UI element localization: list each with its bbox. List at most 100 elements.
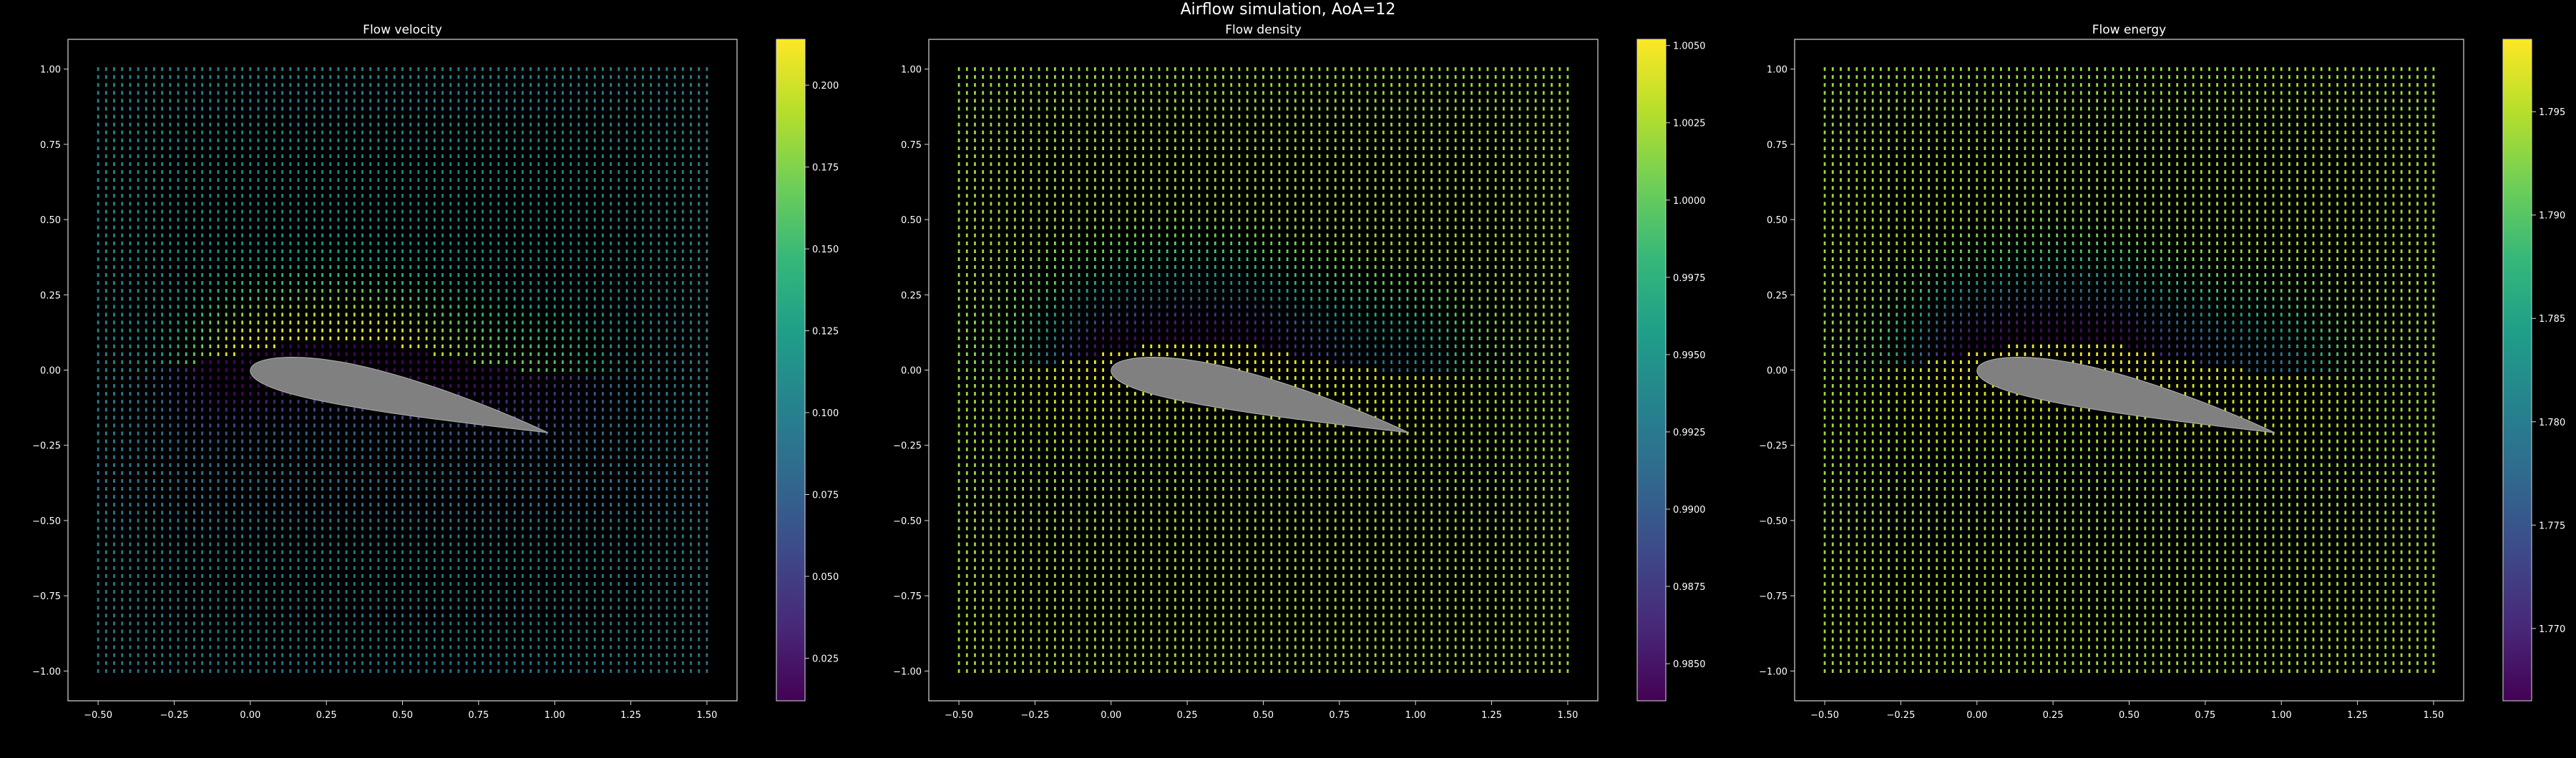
flow-point bbox=[457, 83, 460, 87]
flow-point bbox=[121, 661, 124, 665]
flow-point bbox=[289, 241, 292, 245]
flow-point bbox=[377, 225, 380, 230]
flow-point bbox=[353, 344, 356, 348]
flow-point bbox=[161, 154, 163, 159]
flow-point bbox=[121, 598, 124, 602]
flow-point bbox=[201, 202, 203, 206]
flow-point bbox=[281, 194, 283, 198]
flow-point bbox=[441, 305, 444, 309]
flow-point bbox=[570, 439, 572, 443]
flow-point bbox=[161, 606, 163, 610]
flow-point bbox=[153, 130, 155, 134]
flow-point bbox=[129, 194, 132, 198]
flow-point bbox=[530, 534, 532, 538]
flow-point bbox=[353, 415, 356, 420]
flow-point bbox=[530, 67, 532, 72]
flow-point bbox=[610, 550, 612, 554]
flow-point bbox=[393, 99, 396, 103]
flow-point bbox=[562, 107, 564, 111]
flow-point bbox=[104, 91, 107, 95]
flow-point bbox=[121, 518, 124, 523]
flow-point bbox=[377, 273, 380, 277]
flow-point bbox=[241, 138, 243, 142]
flow-point bbox=[225, 162, 228, 167]
flow-point bbox=[153, 598, 155, 602]
flow-point bbox=[570, 83, 572, 87]
flow-point bbox=[433, 75, 436, 79]
flow-point bbox=[385, 170, 388, 174]
flow-point bbox=[385, 249, 388, 253]
flow-point bbox=[401, 67, 404, 72]
flow-point bbox=[497, 289, 500, 293]
flow-point bbox=[257, 581, 260, 586]
flow-point bbox=[289, 328, 292, 333]
flow-point bbox=[209, 273, 212, 277]
flow-point bbox=[217, 479, 220, 483]
flow-point bbox=[545, 352, 548, 356]
flow-point bbox=[465, 273, 468, 277]
flow-point bbox=[610, 669, 612, 673]
flow-point bbox=[193, 574, 195, 579]
flow-point bbox=[289, 415, 292, 420]
flow-point bbox=[585, 645, 588, 649]
flow-point bbox=[345, 550, 348, 554]
flow-point bbox=[241, 431, 243, 435]
flow-point bbox=[417, 550, 420, 554]
flow-point bbox=[577, 67, 580, 72]
flow-point bbox=[401, 518, 404, 523]
flow-point bbox=[169, 186, 172, 190]
flow-point bbox=[249, 669, 252, 673]
flow-point bbox=[393, 114, 396, 119]
flow-point bbox=[305, 344, 308, 348]
flow-point bbox=[345, 146, 348, 150]
flow-point bbox=[465, 257, 468, 261]
flow-point bbox=[585, 669, 588, 673]
flow-point bbox=[193, 669, 195, 673]
flow-point bbox=[129, 661, 132, 665]
flow-point bbox=[537, 534, 540, 538]
flow-point bbox=[570, 289, 572, 293]
flow-point bbox=[265, 265, 268, 270]
flow-point bbox=[393, 154, 396, 159]
flow-point bbox=[233, 265, 235, 270]
flow-point bbox=[209, 154, 212, 159]
flow-point bbox=[570, 249, 572, 253]
flow-point bbox=[441, 225, 444, 230]
flow-point bbox=[610, 75, 612, 79]
flow-point bbox=[505, 225, 508, 230]
flow-point bbox=[233, 210, 235, 214]
flow-point bbox=[553, 550, 556, 554]
flow-point bbox=[145, 495, 147, 499]
flow-point bbox=[193, 408, 195, 412]
flow-point bbox=[281, 645, 283, 649]
flow-point bbox=[297, 162, 300, 167]
flow-point bbox=[305, 265, 308, 270]
flow-point bbox=[193, 495, 195, 499]
flow-point bbox=[361, 233, 364, 237]
flow-point bbox=[417, 249, 420, 253]
flow-point bbox=[425, 225, 428, 230]
flow-point bbox=[209, 550, 212, 554]
flow-point bbox=[121, 511, 124, 515]
flow-point bbox=[545, 606, 548, 610]
flow-point bbox=[297, 91, 300, 95]
flow-point bbox=[562, 384, 564, 388]
flow-point bbox=[113, 621, 115, 626]
flow-point bbox=[489, 621, 492, 626]
flow-point bbox=[201, 360, 203, 364]
flow-point bbox=[113, 328, 115, 333]
flow-point bbox=[425, 233, 428, 237]
flow-point bbox=[97, 503, 99, 507]
flow-point bbox=[153, 154, 155, 159]
flow-point bbox=[225, 265, 228, 270]
flow-point bbox=[169, 550, 172, 554]
flow-point bbox=[369, 273, 372, 277]
flow-point bbox=[185, 297, 187, 301]
flow-point bbox=[201, 114, 203, 119]
flow-point bbox=[153, 423, 155, 428]
flow-point bbox=[449, 574, 452, 579]
flow-point bbox=[385, 550, 388, 554]
flow-point bbox=[602, 669, 604, 673]
flow-point bbox=[137, 439, 140, 443]
flow-point bbox=[337, 621, 340, 626]
